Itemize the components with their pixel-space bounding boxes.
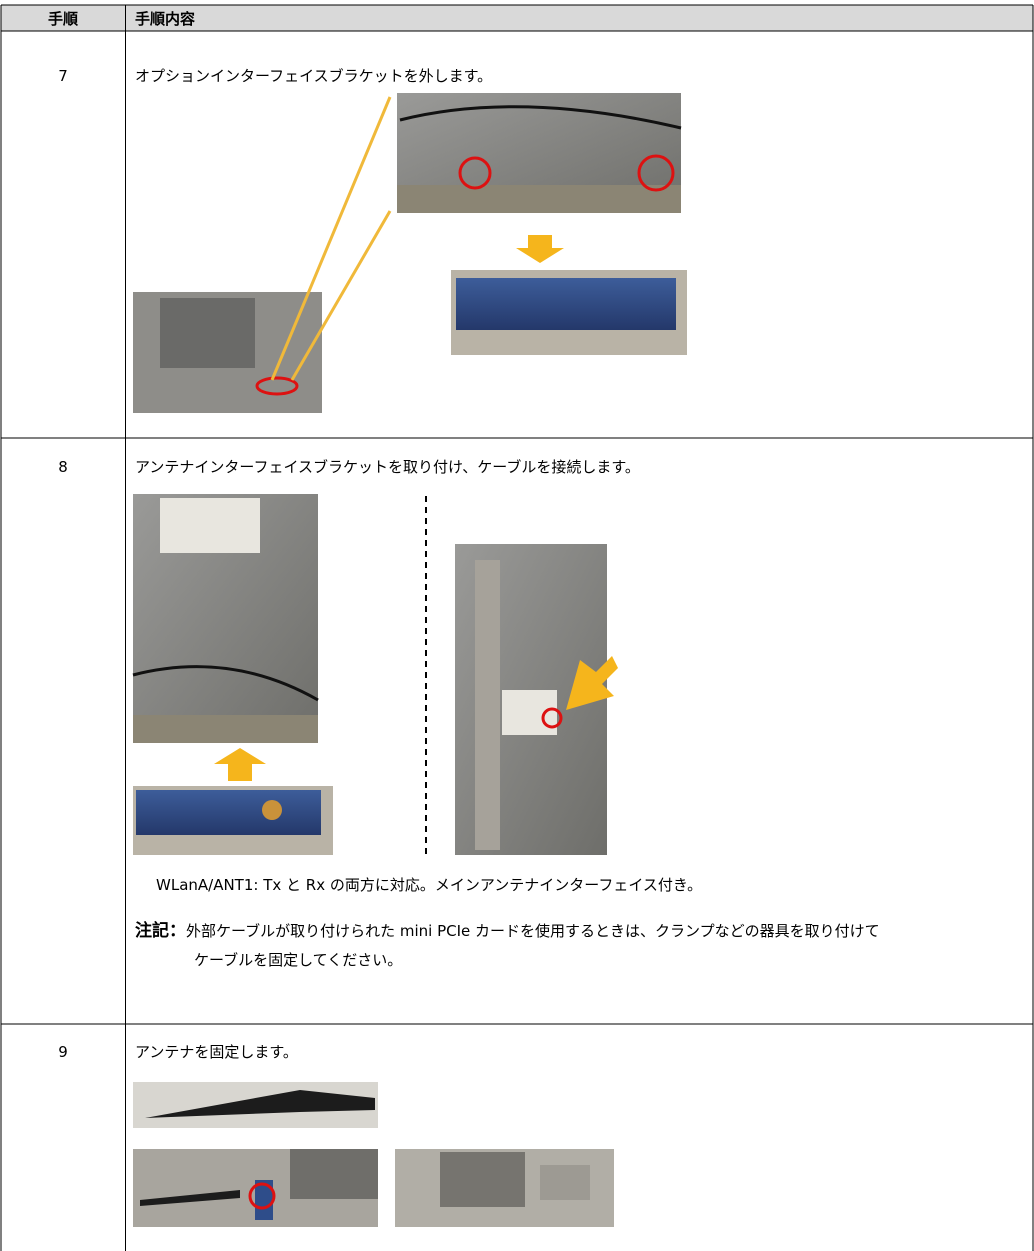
photo — [455, 544, 618, 855]
photo — [133, 292, 322, 413]
photo — [133, 1149, 378, 1227]
note-text: 外部ケーブルが取り付けられた mini PCIe カードを使用するときは、クラン… — [186, 922, 880, 969]
photo — [132, 494, 319, 743]
photo — [133, 786, 333, 855]
arrow — [516, 235, 564, 263]
table-lines — [0, 4, 1034, 1251]
note-label: 注記： — [135, 921, 186, 941]
photo — [397, 93, 682, 213]
step-number: 9 — [58, 1043, 68, 1061]
step-number: 7 — [58, 67, 68, 85]
header-step: 手順 — [47, 10, 78, 28]
callout-lines — [270, 96, 392, 381]
step-number: 8 — [58, 458, 68, 476]
photo — [451, 270, 687, 355]
header-content: 手順内容 — [135, 10, 196, 28]
header-bg — [1, 5, 1033, 31]
step-text: アンテナインターフェイスブラケットを取り付け、ケーブルを接続します。 — [135, 458, 640, 476]
step-text: オプションインターフェイスブラケットを外します。 — [135, 67, 493, 85]
photo — [395, 1149, 614, 1227]
note: 注記：外部ケーブルが取り付けられた mini PCIe カードを使用するときは、… — [135, 917, 894, 975]
caption: WLanA/ANT1: Tx と Rx の両方に対応。メインアンテナインターフェ… — [156, 876, 703, 894]
photo — [133, 1082, 378, 1128]
arrow — [214, 748, 266, 781]
step-text: アンテナを固定します。 — [135, 1043, 298, 1061]
